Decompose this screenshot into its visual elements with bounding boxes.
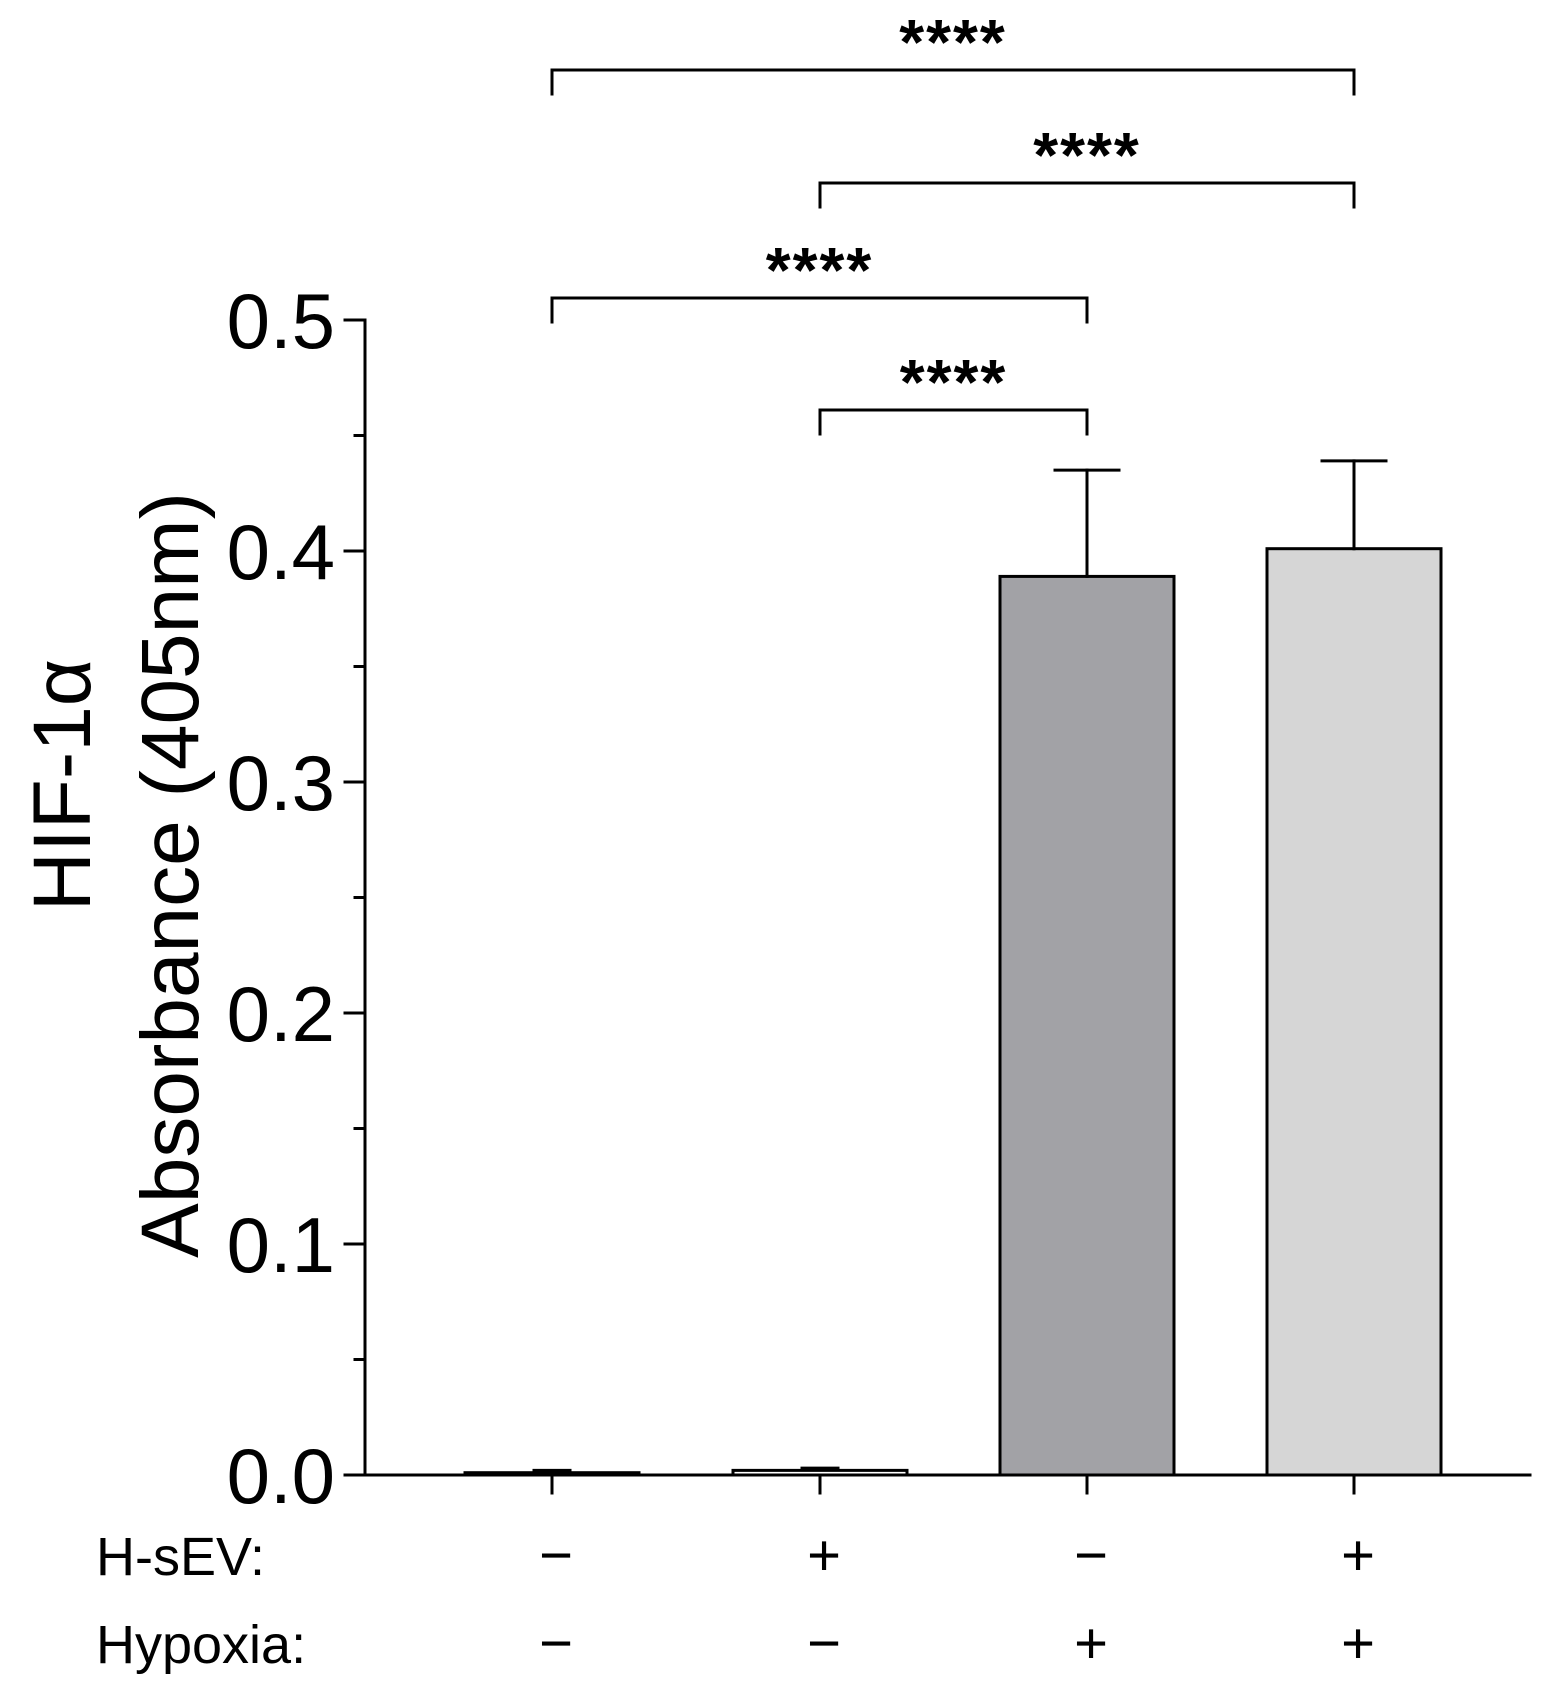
x-axis [363, 1473, 1532, 1495]
significance-label: **** [900, 346, 1008, 418]
condition-row-label: H-sEV: [96, 1527, 265, 1587]
bar [463, 1471, 641, 1477]
significance-label: **** [766, 234, 874, 306]
y-axis-label: HIF-1α Absorbance (405nm) [17, 492, 216, 1258]
error-bars [532, 459, 1388, 1472]
y-tick-label: 0.0 [227, 1432, 335, 1520]
bar [1265, 547, 1443, 1477]
y-axis-label-line-1: HIF-1α [17, 659, 108, 911]
condition-value: − [539, 1523, 573, 1588]
y-tick-label: 0.4 [227, 508, 335, 596]
y-tick-label: 0.5 [227, 277, 335, 365]
y-tick-label: 0.2 [227, 970, 335, 1058]
y-axis-label-line-2: Absorbance (405nm) [125, 492, 216, 1258]
condition-value: − [1074, 1523, 1108, 1588]
bars [463, 547, 1443, 1477]
bar [731, 1468, 909, 1477]
condition-row-label: Hypoxia: [96, 1615, 306, 1675]
significance-label: **** [1033, 119, 1141, 191]
condition-value: + [1341, 1523, 1375, 1588]
condition-value: − [807, 1611, 841, 1676]
significance-brackets: **** **** **** **** [550, 6, 1356, 436]
condition-table: H-sEV: − + − + Hypoxia: − − + + [96, 1523, 1375, 1676]
y-tick-label: 0.3 [227, 739, 335, 827]
significance-label: **** [899, 6, 1007, 78]
condition-value: + [807, 1523, 841, 1588]
condition-value: − [539, 1611, 573, 1676]
y-axis: 0.0 0.1 0.2 0.3 0.4 0.5 [227, 277, 367, 1520]
y-tick-label: 0.1 [227, 1201, 335, 1289]
condition-value: + [1074, 1611, 1108, 1676]
bar [998, 574, 1176, 1477]
condition-value: + [1341, 1611, 1375, 1676]
